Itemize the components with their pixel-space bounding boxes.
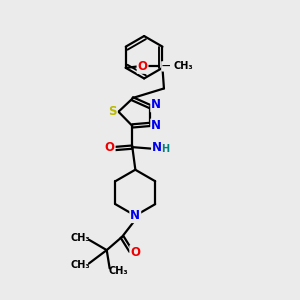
Text: H: H bbox=[161, 144, 169, 154]
Text: N: N bbox=[152, 142, 162, 154]
Text: CH₃: CH₃ bbox=[71, 260, 91, 270]
Text: S: S bbox=[108, 105, 117, 118]
Text: N: N bbox=[151, 98, 161, 111]
Text: O: O bbox=[105, 142, 115, 154]
Text: CH₃: CH₃ bbox=[71, 233, 91, 243]
Text: CH₃: CH₃ bbox=[173, 61, 193, 71]
Text: N: N bbox=[151, 119, 161, 132]
Text: CH₃: CH₃ bbox=[108, 266, 128, 276]
Text: N: N bbox=[130, 209, 140, 222]
Text: O: O bbox=[130, 246, 140, 259]
Text: O: O bbox=[137, 60, 148, 73]
Text: —: — bbox=[162, 62, 170, 71]
